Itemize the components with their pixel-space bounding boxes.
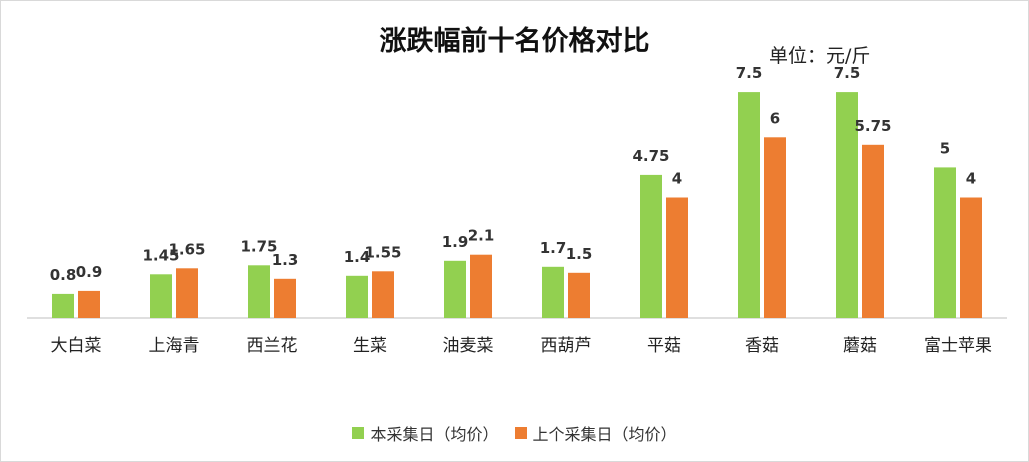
data-label-current-5: 1.7	[540, 239, 567, 257]
category-label-6: 平菇	[647, 336, 681, 356]
data-label-current-7: 7.5	[736, 64, 763, 82]
unit-label: 单位：元/斤	[769, 45, 871, 67]
bar-current-7	[738, 92, 760, 318]
bar-previous-9	[960, 197, 982, 318]
data-label-current-0: 0.8	[50, 266, 77, 284]
bar-previous-0	[78, 290, 100, 318]
category-label-4: 油麦菜	[443, 336, 494, 356]
bar-previous-5	[568, 272, 590, 318]
data-label-previous-6: 4	[672, 170, 682, 188]
bar-current-3	[346, 275, 368, 318]
legend-item-previous: 上个采集日（均价）	[514, 421, 677, 445]
bar-current-5	[542, 266, 564, 318]
category-label-7: 香菇	[745, 336, 779, 356]
data-label-previous-7: 6	[770, 109, 780, 127]
bar-current-4	[444, 260, 466, 318]
legend-label-previous: 上个采集日（均价）	[532, 425, 677, 444]
legend-item-current: 本采集日（均价）	[352, 421, 499, 445]
bar-previous-4	[470, 254, 492, 318]
bar-previous-3	[372, 271, 394, 318]
legend-label-current: 本采集日（均价）	[370, 425, 499, 444]
category-label-9: 富士苹果	[924, 336, 992, 356]
data-label-current-4: 1.9	[442, 233, 469, 251]
bar-current-1	[150, 274, 172, 318]
bar-current-8	[836, 92, 858, 318]
data-label-previous-1: 1.65	[168, 240, 205, 258]
data-label-current-8: 7.5	[834, 64, 861, 82]
bar-previous-7	[764, 137, 786, 318]
data-label-previous-3: 1.55	[364, 243, 401, 261]
bar-previous-6	[666, 197, 688, 318]
category-label-8: 蘑菇	[843, 336, 877, 356]
category-label-0: 大白菜	[51, 336, 102, 356]
data-label-current-9: 5	[940, 139, 950, 157]
legend-swatch-previous	[514, 427, 527, 439]
data-label-current-3: 1.4	[344, 248, 371, 266]
category-label-5: 西葫芦	[541, 336, 592, 356]
bar-current-0	[52, 293, 74, 318]
category-label-3: 生菜	[353, 336, 387, 356]
category-label-2: 西兰花	[247, 336, 298, 356]
legend-swatch-current	[352, 427, 365, 439]
data-label-previous-2: 1.3	[272, 251, 299, 269]
data-label-previous-4: 2.1	[468, 227, 495, 245]
data-label-current-2: 1.75	[240, 237, 277, 255]
data-label-previous-9: 4	[966, 170, 976, 188]
data-label-current-6: 4.75	[632, 147, 669, 165]
data-label-previous-5: 1.5	[566, 245, 593, 263]
data-label-previous-8: 5.75	[854, 117, 891, 135]
bar-current-6	[640, 174, 662, 318]
legend: 本采集日（均价） 上个采集日（均价）	[1, 421, 1028, 445]
bar-previous-1	[176, 268, 198, 318]
bar-current-9	[934, 167, 956, 318]
bar-current-2	[248, 265, 270, 318]
category-label-1: 上海青	[149, 336, 200, 356]
bar-previous-8	[862, 144, 884, 318]
chart-title: 涨跌幅前十名价格对比	[379, 26, 650, 57]
bar-previous-2	[274, 278, 296, 318]
data-label-current-1: 1.45	[142, 246, 179, 264]
data-label-previous-0: 0.9	[76, 263, 103, 281]
